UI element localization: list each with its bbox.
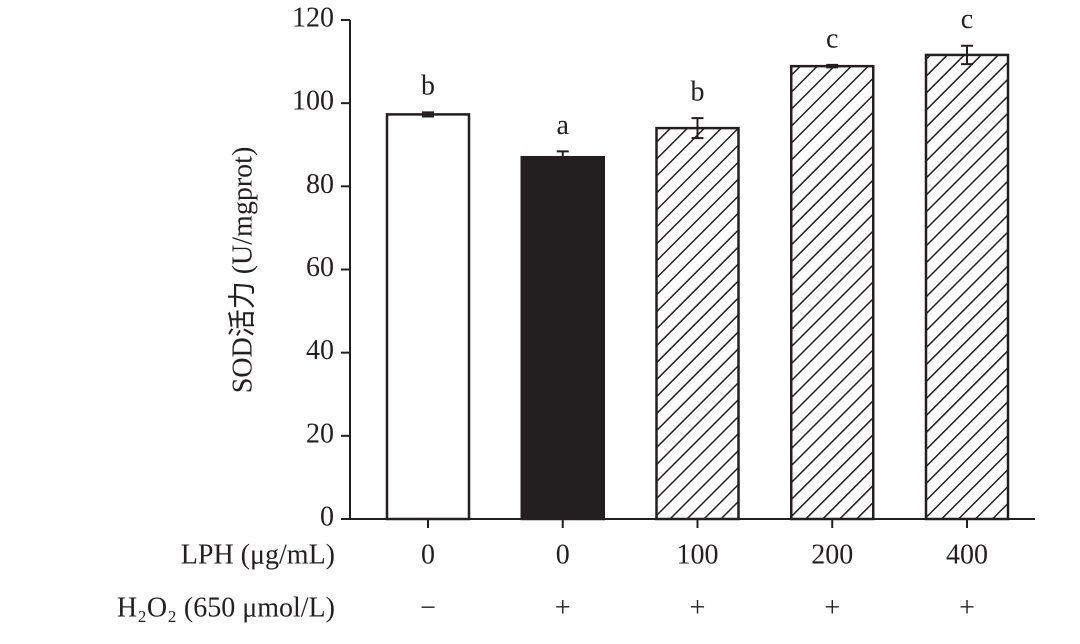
y-axis-label: SOD活力 (U/mgprot) (226, 147, 258, 394)
y-tick-label: 0 (320, 501, 334, 532)
bar (790, 64, 875, 521)
bar (655, 126, 740, 521)
error-bar (961, 44, 973, 66)
x-tick-label: 0 (421, 539, 435, 570)
y-tick-label: 100 (292, 86, 334, 117)
error-bar (691, 117, 704, 140)
bar (385, 113, 471, 521)
x-tick-label: 200 (811, 539, 853, 570)
y-tick-label: 80 (306, 169, 334, 200)
bar (924, 53, 1010, 521)
y-tick-label: 120 (292, 2, 334, 33)
significance-letter: c (961, 4, 973, 35)
h2o2-label: + (824, 592, 840, 623)
x-tick-label: 400 (946, 539, 988, 570)
h2o2-label: + (690, 592, 706, 623)
x-tick-label: 100 (677, 539, 719, 570)
error-bar (422, 111, 434, 118)
y-tick-label: 40 (306, 335, 334, 366)
error-bar (826, 63, 839, 69)
bar (520, 155, 605, 521)
row-label: H₂O₂ (650 μmol/L) (117, 592, 335, 623)
y-tick-label: 60 (306, 252, 334, 283)
significance-letter: b (691, 77, 705, 108)
x-tick-label: 0 (556, 539, 570, 570)
h2o2-label: + (959, 592, 975, 623)
h2o2-label: − (420, 592, 436, 623)
row-label: LPH (μg/mL) (181, 539, 335, 570)
y-tick-label: 20 (306, 418, 334, 449)
significance-letter: a (557, 110, 570, 141)
h2o2-label: + (555, 592, 571, 623)
significance-letter: c (826, 23, 838, 54)
error-bar (556, 150, 569, 165)
significance-letter: b (421, 71, 435, 102)
